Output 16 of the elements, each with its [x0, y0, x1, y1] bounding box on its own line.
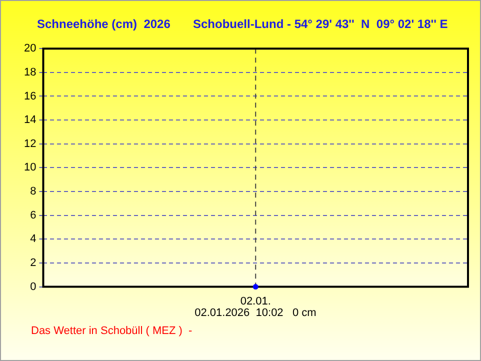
y-tick-label: 2: [30, 257, 36, 270]
text: 02.01.2026 10:02 0 cm: [194, 306, 316, 319]
y-tick-label: 10: [24, 162, 36, 174]
y-tick-label: 4: [30, 233, 36, 246]
y-tick-label: 20: [24, 42, 36, 55]
y-tick-label: 18: [24, 66, 36, 78]
text: Das Wetter in Schobüll ( MEZ ) -: [31, 324, 192, 337]
y-tick-label: 14: [24, 114, 36, 126]
chart-subtitle: Schobuell-Lund - 54° 29' 43'' N 09° 02' 18'' E: [193, 17, 448, 31]
y-tick-label: 6: [30, 209, 36, 222]
y-tick-label: 16: [24, 90, 36, 102]
y-tick-label: 8: [30, 186, 36, 198]
x-tick-label: 02.01.: [240, 295, 271, 308]
chart-title: Schneehöhe (cm) 2026: [37, 17, 170, 31]
y-tick-label: 12: [24, 138, 36, 150]
y-tick-label: 0: [30, 280, 36, 293]
